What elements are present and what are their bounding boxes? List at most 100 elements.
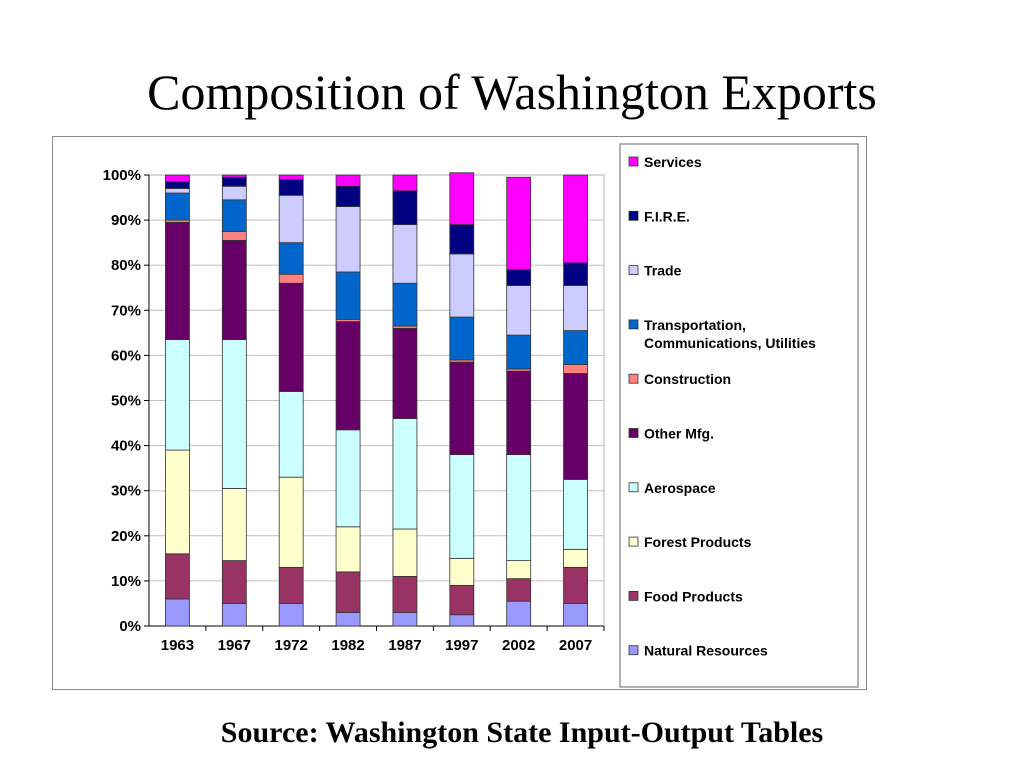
bar-segment (563, 285, 588, 331)
bar-segment (563, 262, 588, 286)
bar-segment (449, 614, 475, 627)
bar-segment (506, 269, 532, 286)
bar-segment (278, 603, 304, 627)
legend-label: F.I.R.E. (644, 208, 690, 224)
bar-segment (563, 603, 588, 627)
bar-segment (221, 185, 247, 201)
bar-segment (449, 361, 475, 456)
bar-segment (221, 176, 247, 187)
legend-swatch (628, 428, 639, 438)
bar-segment (392, 190, 418, 226)
bar-segment (221, 488, 247, 562)
y-tick-label: 10% (111, 573, 141, 590)
x-tick-label: 1987 (388, 637, 421, 654)
bar-segment (221, 560, 247, 604)
y-tick-label: 90% (111, 212, 141, 229)
x-tick-label: 1967 (218, 637, 251, 654)
bar-segment (506, 560, 532, 580)
legend-label: Food Products (644, 588, 743, 604)
y-tick-label: 30% (111, 483, 141, 500)
bar-segment (278, 476, 304, 568)
source-note: Source: Washington State Input-Output Ta… (220, 716, 824, 749)
bar-segment (335, 571, 361, 613)
y-tick-label: 70% (111, 302, 141, 319)
bar-segment (278, 391, 304, 478)
legend-label: Transportation, (644, 317, 746, 333)
bar-segment (221, 603, 247, 627)
y-tick-label: 20% (111, 528, 141, 545)
bar-segment (392, 418, 418, 530)
bar-segment (392, 174, 418, 192)
bar-segment (506, 578, 532, 602)
bar-segment (335, 429, 361, 528)
bar-segment (392, 327, 418, 419)
bar-segment (278, 282, 304, 392)
bar-segment (165, 598, 190, 627)
bar-segment (278, 566, 304, 604)
bar-segment (449, 316, 475, 361)
y-tick-label: 80% (111, 257, 141, 274)
bar-segment (506, 600, 532, 627)
legend-swatch (628, 536, 639, 547)
legend-swatch (628, 265, 639, 276)
bar-segment (449, 585, 475, 616)
bar-segment (563, 364, 588, 374)
legend-swatch (628, 210, 639, 221)
bar-segment (335, 174, 361, 187)
bar-segment (335, 321, 361, 431)
bar-segment (221, 239, 247, 341)
legend-label: Aerospace (644, 480, 716, 496)
bar-segment (335, 526, 361, 573)
bar-segment (278, 194, 304, 244)
bar-segment (278, 179, 304, 196)
bar-segment (278, 273, 304, 284)
legend-box (619, 143, 859, 688)
bar-segment (506, 454, 532, 562)
legend-swatch (628, 482, 639, 493)
bar-segment (165, 449, 190, 555)
bar-segment (335, 185, 361, 207)
bar-segment (278, 242, 304, 275)
y-tick-label: 60% (111, 347, 141, 364)
legend-label: Services (644, 154, 702, 170)
bar-segment (506, 285, 532, 336)
bar-segment (165, 553, 190, 600)
legend-label: Trade (644, 263, 682, 279)
legend-swatch (628, 373, 639, 384)
x-tick-label: 1963 (161, 637, 194, 654)
bar-segment (221, 199, 247, 232)
bar-segment (563, 174, 588, 264)
x-tick-label: 1997 (445, 637, 478, 654)
y-tick-label: 0% (119, 618, 141, 635)
bar-segment (506, 370, 532, 456)
bar-segment (449, 224, 475, 255)
chart-frame: 0% 10% 20% 30% 40% 50% 60% 70% 80% 90% 100% 1963 196… (52, 136, 867, 690)
x-tick-label: 2007 (559, 637, 592, 654)
y-tick-label: 50% (111, 393, 141, 410)
y-tick-label: 40% (111, 438, 141, 455)
bar-segment (165, 192, 190, 221)
legend-swatch (628, 156, 639, 167)
bar-segment (392, 575, 418, 613)
legend-label: Forest Products (644, 534, 752, 550)
legend-swatch (628, 590, 639, 601)
bar-segment (165, 188, 190, 194)
x-tick-label: 1982 (331, 637, 364, 654)
bar-segment (449, 172, 475, 226)
bar-segment (221, 230, 247, 241)
legend-label: Construction (644, 371, 731, 387)
legend-swatch (628, 645, 639, 656)
x-tick-label: 1972 (275, 637, 308, 654)
bar-segment (506, 176, 532, 271)
bar-segment (165, 221, 190, 341)
bar-segment (449, 557, 475, 586)
bar-segment (165, 174, 190, 183)
slide-title: Composition of Washington Exports (147, 64, 877, 120)
legend-label: Natural Resources (644, 643, 768, 659)
legend-swatch (628, 319, 639, 330)
bar-segment (165, 181, 190, 189)
bar-segment (449, 454, 475, 559)
bar-segment (278, 174, 304, 180)
bar-segment (563, 566, 588, 604)
bar-segment (335, 271, 361, 320)
